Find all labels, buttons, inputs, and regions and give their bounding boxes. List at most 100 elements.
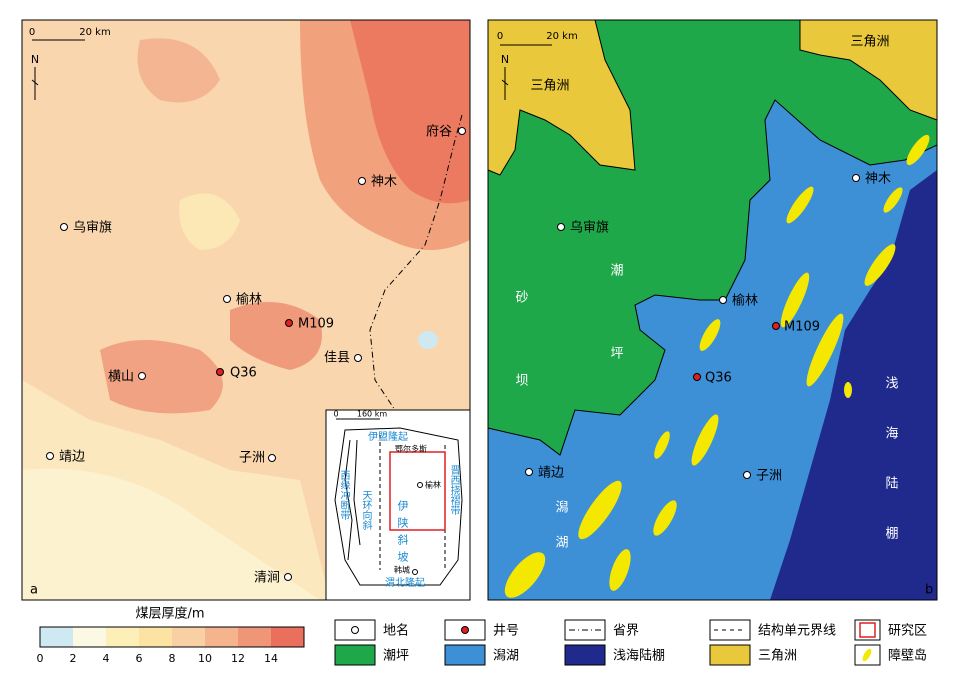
place-marker: [358, 177, 366, 185]
barrier-islands: [504, 134, 930, 598]
facies-label: 潮坪: [608, 263, 624, 429]
place-marker: [412, 569, 418, 575]
colorbar-tick-label: 8: [169, 652, 176, 665]
thickness-field: [137, 38, 220, 103]
place-marker: [268, 454, 276, 462]
place-marker: [354, 354, 362, 362]
colorbar-swatch: [271, 627, 304, 647]
barrier-island: [906, 134, 930, 166]
barrier-island: [844, 382, 852, 398]
barrier-island: [609, 549, 631, 591]
place-label: 靖边: [59, 450, 85, 465]
legend-swatch: [564, 644, 606, 666]
barrier-island: [786, 186, 814, 224]
place-marker: [743, 471, 751, 479]
legend-label: 地名: [383, 623, 409, 639]
colorbar-tick-label: 10: [198, 652, 212, 665]
well-marker: [772, 322, 780, 330]
legend-box: [854, 619, 881, 641]
well-marker: [216, 368, 224, 376]
colorbar-tick-label: 4: [103, 652, 110, 665]
well-marker: [693, 373, 701, 381]
colorbar-swatch: [238, 627, 271, 647]
delta: [487, 19, 636, 176]
scale-label: 20 km: [546, 31, 577, 42]
thickness-field: [100, 340, 223, 414]
colorbar-swatch: [172, 627, 205, 647]
place-label: 靖边: [538, 466, 564, 481]
scale-label: 160 km: [357, 410, 387, 419]
place-label: 子洲: [756, 469, 782, 484]
place-marker: [223, 295, 231, 303]
place-marker: [458, 127, 466, 135]
legend-label: 障壁岛: [888, 648, 927, 664]
thickness-field: [230, 302, 322, 370]
facies-label: 砂坝: [513, 290, 529, 456]
barrier-island: [699, 319, 721, 351]
barrier-island: [653, 500, 677, 536]
north-arrow: [31, 67, 39, 100]
barrier-island: [504, 552, 546, 598]
legend-label: 结构单元界线: [758, 624, 836, 639]
place-label: 清涧: [254, 571, 280, 586]
legend-symbol: [859, 622, 876, 638]
legend: 地名 井号 省界 结构单元界线 研究区 潮坪 潟湖 浅海陆棚 三角洲 障壁岛: [334, 619, 927, 666]
barrier-island: [780, 272, 810, 328]
colorbar-swatch: [73, 627, 106, 647]
barrier-island: [883, 187, 903, 213]
inset-label: 伊盟隆起: [368, 430, 408, 443]
legend-symbol: [351, 626, 359, 634]
inset-label: 晋西挠褶带: [448, 465, 460, 516]
legend-label: 井号: [493, 624, 519, 639]
place-label: 神木: [371, 175, 397, 190]
legend-swatch: [334, 644, 376, 666]
structure-line: [344, 439, 361, 561]
place-marker: [525, 468, 533, 476]
colorbar-tick-label: 6: [136, 652, 143, 665]
north-label: N: [501, 53, 509, 66]
place-label: 佳县: [324, 351, 350, 366]
scale-label: 0: [29, 27, 35, 38]
thickness-field: [418, 331, 438, 349]
well-marker: [285, 319, 293, 327]
inset-label: 西缘冲断带: [338, 470, 350, 521]
barrier-island: [806, 313, 844, 387]
inset-label: 伊陕斜坡: [396, 500, 409, 568]
panel-label: a: [30, 583, 38, 598]
facies-label: 潟湖: [553, 500, 569, 570]
inset-label: 韩城: [394, 565, 410, 575]
place-label: 府谷: [426, 125, 452, 140]
panel-frame: [21, 19, 471, 601]
panel-a: 0 20 km N a: [21, 19, 471, 601]
well-label: Q36: [705, 371, 732, 386]
legend-symbol: [862, 648, 872, 662]
north-label: N: [31, 53, 39, 66]
well-label: M109: [298, 317, 334, 332]
place-label: 榆林: [732, 294, 758, 309]
basin-outline: [334, 427, 463, 586]
place-label: 乌审旗: [570, 220, 609, 236]
place-label: 乌审旗: [73, 220, 112, 236]
inset-label: 榆林: [425, 480, 441, 490]
unit-boundary: [379, 435, 446, 570]
place-marker: [852, 174, 860, 182]
study-area: [389, 451, 446, 531]
colorbar-title: 煤层厚度/m: [135, 606, 204, 622]
north-arrow: [501, 67, 509, 100]
facies-label: 三角洲: [850, 35, 889, 50]
legend-swatch: [709, 644, 751, 666]
thickness-field: [22, 468, 320, 600]
place-label: 神木: [865, 172, 891, 187]
place-marker: [138, 372, 146, 380]
place-marker: [60, 223, 68, 231]
place-marker: [557, 223, 565, 231]
place-marker: [284, 573, 292, 581]
legend-swatch: [444, 644, 486, 666]
legend-symbol: [461, 626, 469, 634]
legend-label: 潮坪: [383, 649, 409, 664]
colorbar-tick-label: 0: [37, 652, 44, 665]
colorbar-tick-label: 12: [231, 652, 245, 665]
panel-frame: [487, 19, 938, 601]
legend-label: 潟湖: [493, 649, 519, 664]
colorbar: 煤层厚度/m 0 2 4 6 8 10 12 14: [37, 606, 305, 665]
